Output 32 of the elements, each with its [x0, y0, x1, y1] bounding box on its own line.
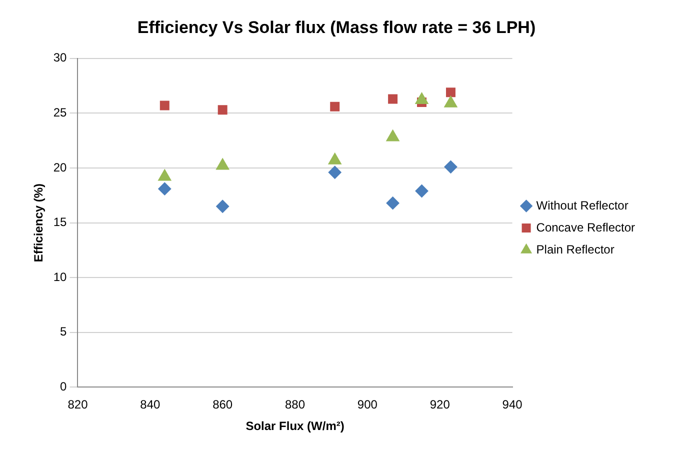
y-tick-label: 10: [53, 270, 68, 284]
point: [388, 94, 398, 104]
point: [218, 105, 228, 115]
y-tick-label: 15: [53, 215, 68, 230]
point: [446, 88, 456, 98]
point: [328, 166, 342, 179]
x-tick-label: 920: [430, 398, 450, 412]
x-tick-label: 840: [140, 398, 161, 412]
x-tick-label: 860: [212, 398, 233, 412]
legend-label: Plain Reflector: [536, 242, 614, 256]
point: [160, 100, 170, 110]
x-tick-label: 880: [285, 398, 306, 412]
legend-label: Concave Reflector: [536, 220, 636, 234]
x-tick-label: 820: [68, 398, 88, 412]
y-tick-label: 25: [53, 106, 68, 120]
point: [158, 182, 172, 196]
point: [216, 200, 230, 213]
y-tick-label: 0: [60, 380, 68, 394]
point: [415, 184, 428, 198]
point: [330, 102, 340, 112]
legend-label: Without Reflector: [536, 198, 628, 212]
x-tick-label: 900: [357, 398, 378, 412]
y-tick-label: 20: [53, 160, 68, 174]
y-tick-label: 5: [60, 324, 68, 339]
point: [386, 196, 400, 210]
y-axis-title: Efficiency (%): [32, 183, 46, 262]
point: [415, 92, 428, 104]
chart-title: Efficiency Vs Solar flux (Mass flow rate = 36 LPH): [137, 18, 536, 37]
x-axis-title: Solar Flux (W/m²): [246, 419, 344, 434]
y-tick-label: 30: [53, 50, 68, 65]
x-tick-label: 940: [502, 398, 523, 412]
point: [444, 160, 458, 174]
